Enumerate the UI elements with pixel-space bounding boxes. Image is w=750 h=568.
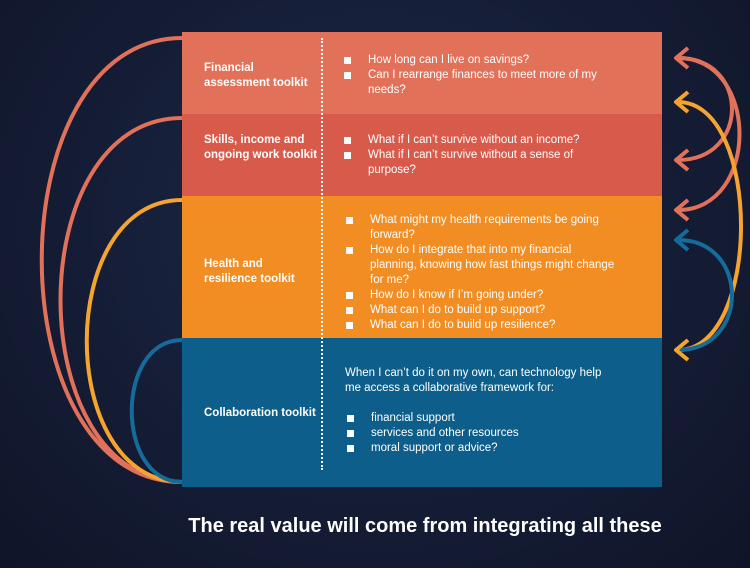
arrowhead-6 [674, 338, 690, 362]
band-label-financial: Financial assessment toolkit [204, 62, 308, 89]
left-arc-health [84, 198, 183, 484]
question-item: What might my health requirements be goi… [344, 213, 620, 243]
band-content-skills: What if I can’t survive without an incom… [342, 133, 618, 178]
left-arc-collaboration [129, 338, 183, 484]
right-arc-orange [677, 100, 743, 352]
band-content-financial: How long can I live on savings? Can I re… [342, 53, 618, 98]
arrowhead-4 [674, 198, 690, 222]
question-item: Can I rearrange finances to meet more of… [342, 68, 618, 98]
question-item: financial support [345, 411, 621, 426]
question-item: How do I know if I’m going under? [344, 288, 620, 303]
dotted-divider [321, 38, 323, 470]
right-arc-blue [677, 238, 734, 352]
band-label-health: Health and resilience toolkit [204, 258, 295, 285]
band-content-health: What might my health requirements be goi… [344, 213, 620, 333]
arrowhead-1 [674, 46, 690, 70]
question-item: What if I can’t survive without a sense … [342, 148, 618, 178]
band-label-skills: Skills, income and ongoing work toolkit [204, 134, 318, 161]
question-item: services and other resources [345, 426, 621, 441]
question-item: What can I do to build up support? [344, 303, 620, 318]
question-item: How do I integrate that into my financia… [344, 243, 620, 288]
band-financial: Financial assessment toolkit How long ca… [182, 32, 662, 114]
band-health: Health and resilience toolkit What might… [182, 196, 662, 338]
band-label-collaboration: Collaboration toolkit [204, 407, 316, 419]
right-arc-coral-2 [677, 56, 742, 212]
band-skills: Skills, income and ongoing work toolkit … [182, 114, 662, 196]
collaboration-intro: When I can’t do it on my own, can techno… [345, 367, 602, 394]
left-arc-skills [58, 116, 183, 484]
band-collaboration: Collaboration toolkit When I can’t do it… [182, 338, 662, 487]
arrowhead-3 [674, 148, 690, 172]
left-arc-financial [39, 36, 183, 484]
band-content-collaboration: When I can’t do it on my own, can techno… [345, 366, 621, 456]
question-item: What can I do to build up resilience? [344, 318, 620, 333]
question-item: What if I can’t survive without an incom… [342, 133, 618, 148]
question-item: moral support or advice? [345, 441, 621, 456]
footer-caption: The real value will come from integratin… [188, 515, 662, 537]
arrowhead-2 [674, 90, 690, 114]
arrowhead-5 [674, 228, 690, 252]
question-item: How long can I live on savings? [342, 53, 618, 68]
